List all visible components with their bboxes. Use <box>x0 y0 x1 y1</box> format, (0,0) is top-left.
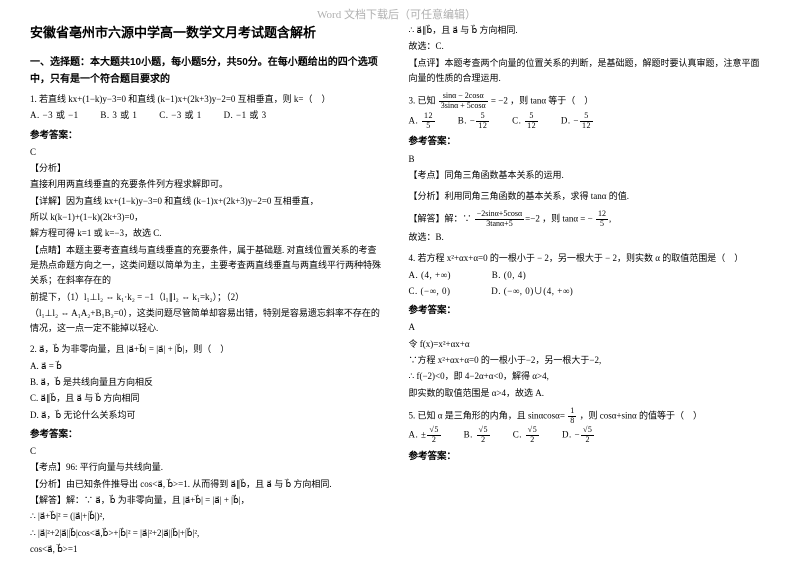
q3-B-den: 12 <box>476 122 489 131</box>
q3-D: D. − <box>561 115 579 125</box>
q1-opt-c: C. −3 或 1 <box>159 110 202 120</box>
q1-options: A. −3 或 −1 B. 3 或 1 C. −3 或 1 D. −1 或 3 <box>30 108 385 123</box>
q3-frac-den: 3sinα + 5cosα <box>439 102 488 111</box>
q4-s4: 即实数的取值范围是 α>4，故选 A. <box>409 386 764 401</box>
q3-solve-a: 【解答】解：∵ <box>409 214 472 224</box>
q5-options: A. ±√52 B. √52 C. √52 D. −√52 <box>409 426 764 445</box>
q4-answer-head: 参考答案： <box>409 303 764 319</box>
q1-point-3: （l₁⊥l₂ ⇔ A₁A₂+B₁B₂=0），这类问题尽管简单却容易出错，特别是容… <box>30 306 385 337</box>
q2-cont-3: 【点评】本题考查两个向量的位置关系的判断，是基础题，解题时要认真审题，注意平面向… <box>409 56 764 87</box>
q2-answer-head: 参考答案： <box>30 427 385 443</box>
q2-solve-4: cos<a⃗, b⃗>=1 <box>30 542 385 557</box>
q5-stem-b: ，则 cosα+sinα 的值等于（ ） <box>579 410 702 420</box>
q3-stem-b: ，则 tanα 等于（ ） <box>510 96 593 106</box>
q2-cont-1: ∴ a⃗∥b⃗，且 a⃗ 与 b⃗ 方向相同. <box>409 23 764 38</box>
q3-answer-head: 参考答案： <box>409 134 764 150</box>
q1-detail-2: 解方程可得 k=1 或 k=−3，故选 C. <box>30 226 385 241</box>
q4-A: A. (4, +∞) <box>409 270 452 280</box>
q4-C: C. (−∞, 0) <box>409 286 451 296</box>
q2-solve-3: ∴ |a⃗|²+2|a⃗||b⃗|cos<a⃗,b⃗>+|b⃗|² = |a⃗|… <box>30 526 385 541</box>
q3-C: C. <box>512 115 524 125</box>
q5-D: D. − <box>562 430 580 440</box>
q2-opt-b: B. a⃗，b⃗ 是共线向量且方向相反 <box>30 375 385 390</box>
doc-title: 安徽省亳州市六源中学高一数学文月考试题含解析 <box>30 22 385 44</box>
q5-frac-d: 8 <box>568 417 576 426</box>
q3-answer: B <box>409 152 764 167</box>
q4-answer: A <box>409 320 764 335</box>
q2-solve-2: ∴ |a⃗+b⃗|² = (|a⃗|+|b⃗|)², <box>30 509 385 524</box>
q1-opt-d: D. −1 或 3 <box>224 110 267 120</box>
q2-solve-1: 【解答】解：∵ a⃗，b⃗ 为非零向量，且 |a⃗+b⃗| = |a⃗| + |… <box>30 493 385 508</box>
q3-stem-a: 3. 已知 <box>409 96 436 106</box>
q1-analysis-1: 直接利用两直线垂直的充要条件列方程求解即可。 <box>30 177 385 192</box>
q3-eq: = −2 <box>491 96 508 106</box>
q3-solve-den: 3tanα+5 <box>475 220 524 229</box>
section-1-header: 一、选择题：本大题共10小题，每小题5分，共50分。在每小题给出的四个选项中，只… <box>30 54 385 88</box>
q2-opt-a: A. a⃗ = b⃗ <box>30 359 385 374</box>
q3-solve-3: 故选：B. <box>409 230 764 245</box>
q3-frac: sinα − 2cosα 3sinα + 5cosα <box>439 92 488 111</box>
q3-A: A. <box>409 115 422 125</box>
q5-D-d: 2 <box>581 436 594 445</box>
q2-cont-2: 故选：C. <box>409 39 764 54</box>
watermark-text: Word 文档下载后（可任意编辑） <box>0 6 793 22</box>
q1-opt-b: B. 3 或 1 <box>100 110 137 120</box>
q3-s-den: 5 <box>596 220 608 229</box>
q3-A-den: 5 <box>422 122 435 131</box>
q3-C-den: 12 <box>525 122 538 131</box>
q1-detail-head: 【详解】因为直线 kx+(1−k)y−3=0 和直线 (k−1)x+(2k+3)… <box>30 194 385 209</box>
right-column: ∴ a⃗∥b⃗，且 a⃗ 与 b⃗ 方向相同. 故选：C. 【点评】本题考查两个… <box>409 22 764 558</box>
q5-C: C. <box>513 430 525 440</box>
q4-opts-1: A. (4, +∞) B. (0, 4) <box>409 268 764 283</box>
q5-stem-a: 5. 已知 α 是三角形的内角，且 sinαcosα= <box>409 410 565 420</box>
q3-solve-b: ，则 tanα = − <box>542 214 593 224</box>
q4-s3: ∴ f(−2)<0，即 4−2α+α<0，解得 α>4, <box>409 369 764 384</box>
q1-point-2: 前提下，（1）l₁⊥l₂ ⇔ k₁·k₂ = −1（l₁∥l₂ ⇔ k₁=k₂）… <box>30 290 385 305</box>
q1-answer-head: 参考答案： <box>30 128 385 144</box>
q2-opt-c: C. a⃗∥b⃗，且 a⃗ 与 b⃗ 方向相同 <box>30 391 385 406</box>
q5-A: A. ± <box>409 430 427 440</box>
q4-stem: 4. 若方程 x²+αx+α=0 的一根小于 − 2，另一根大于 − 2，则实数… <box>409 251 764 266</box>
q3-D-den: 12 <box>580 122 593 131</box>
left-column: 安徽省亳州市六源中学高一数学文月考试题含解析 一、选择题：本大题共10小题，每小… <box>30 22 385 558</box>
q4-B: B. (0, 4) <box>492 270 527 280</box>
q5-C-d: 2 <box>526 436 539 445</box>
q2-opt-d: D. a⃗，b⃗ 无论什么关系均可 <box>30 408 385 423</box>
q1-analysis-head: 【分析】 <box>30 161 385 176</box>
q5-answer-head: 参考答案： <box>409 449 764 465</box>
q1-point-1: 【点睛】本题主要考查直线与直线垂直的充要条件，属于基础题. 对直线位置关系的考查… <box>30 243 385 289</box>
q2-stem: 2. a⃗，b⃗ 为非零向量，且 |a⃗+b⃗| = |a⃗| + |b⃗|，则… <box>30 342 385 357</box>
q2-fx: 【分析】由已知条件推导出 cos<a⃗, b⃗>=1. 从而得到 a⃗∥b⃗，且… <box>30 477 385 492</box>
q1-opt-a: A. −3 或 −1 <box>30 110 79 120</box>
q5-stem: 5. 已知 α 是三角形的内角，且 sinαcosα= 18 ，则 cosα+s… <box>409 407 764 426</box>
q2-answer: C <box>30 444 385 459</box>
q5-B-d: 2 <box>477 436 490 445</box>
q4-s2: ∵方程 x²+αx+α=0 的一根小于−2，另一根大于−2, <box>409 353 764 368</box>
q3-options: A. 125 B. −512 C. 512 D. −512 <box>409 112 764 131</box>
q4-opts-2: C. (−∞, 0) D. (−∞, 0)∪(4, +∞) <box>409 284 764 299</box>
q3-fx: 【分析】利用同角三角函数的基本关系，求得 tanα 的值. <box>409 189 764 204</box>
q1-answer: C <box>30 145 385 160</box>
q4-s1: 令 f(x)=x²+αx+α <box>409 337 764 352</box>
q3-kp: 【考点】同角三角函数基本关系的运用. <box>409 168 764 183</box>
q4-D: D. (−∞, 0)∪(4, +∞) <box>491 286 573 296</box>
q3-solve-frac: −2sinα+5cosα 3tanα+5 <box>475 210 524 229</box>
q3-B: B. − <box>458 115 476 125</box>
q5-A-d: 2 <box>427 436 440 445</box>
q5-B: B. <box>464 430 476 440</box>
page-container: 安徽省亳州市六源中学高一数学文月考试题含解析 一、选择题：本大题共10小题，每小… <box>0 0 793 568</box>
q2-kp: 【考点】96: 平行向量与共线向量. <box>30 460 385 475</box>
q1-stem: 1. 若直线 kx+(1−k)y−3=0 和直线 (k−1)x+(2k+3)y−… <box>30 92 385 107</box>
q3-stem: 3. 已知 sinα − 2cosα 3sinα + 5cosα = −2 ，则… <box>409 92 764 111</box>
q1-detail-1: 所以 k(k−1)+(1−k)(2k+3)=0， <box>30 210 385 225</box>
q3-solve: 【解答】解：∵ −2sinα+5cosα 3tanα+5 =−2 ，则 tanα… <box>409 210 764 229</box>
